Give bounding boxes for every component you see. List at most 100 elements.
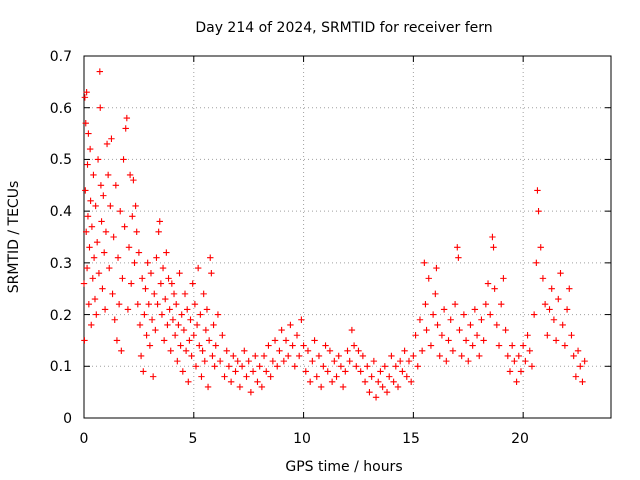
- data-point: [252, 352, 259, 360]
- data-point: [528, 363, 536, 370]
- data-point: [469, 342, 476, 349]
- data-point: [117, 207, 124, 215]
- data-point: [122, 125, 129, 132]
- data-point: [522, 357, 529, 365]
- data-point: [241, 347, 248, 354]
- data-point: [506, 368, 514, 375]
- data-point: [154, 301, 161, 308]
- data-point: [526, 347, 533, 354]
- data-point: [254, 378, 261, 385]
- data-point: [85, 301, 93, 308]
- data-point: [175, 321, 182, 329]
- data-point: [86, 145, 94, 153]
- data-point: [84, 161, 91, 168]
- data-point: [519, 342, 527, 349]
- data-point: [572, 373, 580, 380]
- data-point: [104, 171, 112, 179]
- data-point: [295, 352, 303, 360]
- data-point: [487, 311, 494, 318]
- data-point: [227, 378, 235, 385]
- data-point: [85, 130, 92, 137]
- y-axis-label: SRMTID / TECUs: [6, 181, 22, 294]
- data-point: [199, 347, 206, 354]
- data-point: [179, 368, 187, 375]
- data-point: [465, 357, 472, 365]
- data-point: [114, 254, 122, 261]
- data-point: [359, 352, 367, 360]
- data-point: [249, 368, 257, 375]
- data-point: [121, 223, 128, 230]
- data-point: [186, 337, 193, 344]
- data-point: [517, 368, 525, 375]
- data-point: [366, 388, 373, 396]
- data-point: [333, 373, 340, 380]
- data-point: [210, 321, 217, 329]
- data-point: [140, 368, 147, 375]
- data-point: [524, 332, 531, 339]
- data-point: [106, 264, 113, 272]
- data-point: [92, 202, 99, 210]
- data-point: [124, 306, 132, 313]
- data-point: [81, 337, 88, 344]
- data-point: [386, 373, 393, 380]
- data-point: [443, 357, 450, 365]
- data-point: [103, 140, 111, 148]
- data-point: [260, 352, 268, 360]
- data-point: [422, 301, 429, 308]
- data-point: [86, 244, 93, 251]
- data-point: [200, 290, 207, 298]
- data-point: [247, 388, 255, 396]
- data-point: [397, 357, 404, 365]
- data-point: [99, 285, 106, 292]
- data-point: [498, 301, 505, 308]
- data-point: [153, 254, 160, 261]
- data-point: [157, 280, 165, 287]
- data-point: [309, 357, 316, 365]
- data-point: [353, 363, 360, 370]
- data-point: [88, 321, 95, 329]
- data-point: [368, 373, 375, 380]
- data-point: [160, 337, 168, 344]
- grid-lines: [84, 56, 611, 418]
- data-point: [236, 383, 244, 391]
- data-point: [293, 332, 301, 339]
- data-point: [436, 352, 443, 360]
- data-point: [263, 368, 270, 375]
- data-point: [137, 352, 145, 360]
- data-point: [82, 187, 89, 194]
- data-point: [181, 290, 189, 298]
- data-point: [559, 321, 566, 329]
- data-point: [500, 275, 507, 282]
- data-point: [322, 342, 329, 349]
- data-point: [232, 368, 239, 375]
- data-point: [460, 311, 468, 318]
- y-tick-label: 0.7: [50, 49, 72, 65]
- data-point: [555, 295, 562, 303]
- data-point: [145, 301, 152, 308]
- data-point: [82, 228, 90, 236]
- data-point: [544, 332, 551, 339]
- data-point: [129, 213, 136, 220]
- data-point: [178, 311, 185, 318]
- data-point: [152, 326, 159, 334]
- data-point: [204, 383, 212, 391]
- data-point: [337, 363, 345, 370]
- data-point: [167, 347, 174, 354]
- data-point: [482, 301, 490, 308]
- data-point: [155, 228, 162, 236]
- data-point: [280, 357, 288, 365]
- data-point: [147, 270, 155, 277]
- data-point: [581, 357, 588, 365]
- data-point: [83, 89, 90, 96]
- data-point: [185, 378, 192, 385]
- data-point: [225, 363, 233, 370]
- data-point: [109, 290, 116, 298]
- data-point: [108, 135, 115, 142]
- data-point: [357, 368, 364, 375]
- data-point: [346, 357, 353, 365]
- data-point: [285, 352, 292, 360]
- data-point: [265, 342, 272, 349]
- data-point: [311, 337, 318, 344]
- data-point: [491, 285, 498, 292]
